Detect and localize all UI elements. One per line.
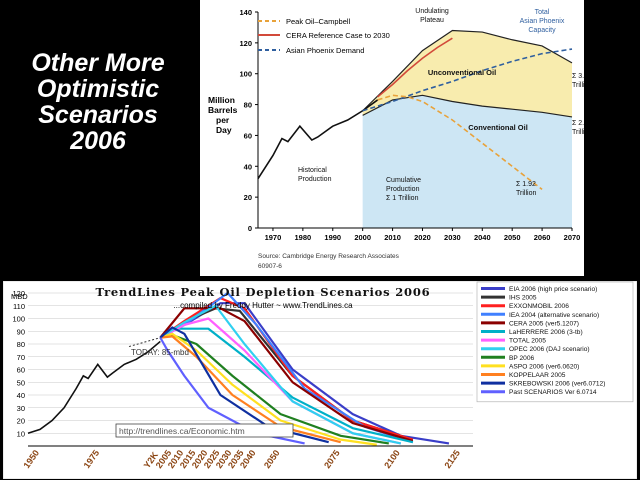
series-opec-2006-daj-scenario	[159, 304, 402, 445]
legend-item-bp-2006: BP 2006	[509, 355, 535, 362]
y-tick-label: 100	[239, 70, 252, 79]
anno-historical: Historical Production	[298, 167, 332, 183]
y-tick-label: 100	[12, 315, 25, 324]
y-tick-label: 20	[244, 193, 252, 202]
x-tick-label: 2060	[534, 233, 551, 242]
y-tick-label: 60	[244, 131, 252, 140]
y-tick-label: 50	[17, 378, 25, 387]
slide-title-line: Optimistic	[36, 75, 160, 103]
slide-title-line: Scenarios	[38, 101, 158, 129]
y-tick-label: 80	[17, 340, 25, 349]
legend-item-past-scenarios-ver-6-0714: Past SCENARIOS Ver 6.0714	[509, 389, 597, 396]
legend-item-total-2005: TOTAL 2005	[509, 338, 546, 345]
x-tick-label: 2040	[474, 233, 491, 242]
anno-capacity: Total Asian Phoenix Capacity	[520, 9, 565, 34]
x-tick-label: 2050	[504, 233, 521, 242]
legend-item-aspo-2006-ver6-0620: ASPO 2006 (ver6.0620)	[509, 363, 579, 370]
y-tick-label: 120	[12, 289, 25, 298]
series-peak-oil-campbell	[377, 94, 543, 191]
legend-asian: Asian Phoenix Demand	[286, 46, 364, 55]
anno-cumulative: Cumulative Production Σ 1 Trillion	[386, 177, 421, 202]
anno-total-192: Σ 1.92 Trillion	[516, 181, 536, 197]
y-tick-label: 70	[17, 353, 25, 362]
legend-item-ihs-2005: IHS 2005	[509, 295, 537, 302]
x-tick-label: 2020	[414, 233, 431, 242]
legend-item-iea-2004-alternative-scenario: IEA 2004 (alternative scenario)	[509, 312, 599, 319]
series-historical	[27, 340, 161, 435]
x-tick-label: 2030	[444, 233, 461, 242]
x-tick-label: 2010	[384, 233, 401, 242]
series-asian-phoenix-demand	[362, 48, 573, 112]
cera-y-label: Million Barrels per Day	[208, 95, 238, 135]
y-tick-label: 40	[244, 162, 252, 171]
y-tick-label: 20	[17, 417, 25, 426]
slide-title: Other More Optimistic Scenarios 2006	[8, 50, 188, 154]
y-tick-label: 40	[17, 391, 25, 400]
y-tick-label: 80	[244, 101, 252, 110]
legend-item-cera-2005-ver5-1207: CERA 2005 (ver5.1207)	[509, 320, 579, 327]
slide-title-line: Other More	[31, 49, 165, 77]
y-tick-label: 0	[248, 224, 252, 233]
legend-item-laherrere-2006-3-tb: LaHERRERE 2006 (3-tb)	[509, 329, 583, 336]
legend-cera: CERA Reference Case to 2030	[286, 31, 390, 40]
legend-peak-campbell: Peak Oil–Campbell	[286, 17, 351, 26]
x-tick-label: 1990	[324, 233, 341, 242]
series-cera-reference-case-to-2030	[377, 37, 453, 98]
series-aspo-2006-ver6-0620	[159, 332, 377, 446]
legend-item-opec-2006-daj-scenario: OPEC 2006 (DAJ scenario)	[509, 346, 590, 353]
legend-item-exxonmobil-2006: EXXONMOBIL 2006	[509, 303, 569, 310]
y-tick-label: 60	[17, 366, 25, 375]
today-label: TODAY: 85-mbd	[131, 348, 189, 357]
today-marker	[128, 337, 161, 348]
x-tick-label: 2000	[354, 233, 371, 242]
x-tick-label: 1970	[265, 233, 282, 242]
anno-total-293: Σ 2.93Trillion	[572, 120, 584, 136]
series-historical-production	[257, 99, 379, 180]
slide-title-line: 2006	[70, 127, 126, 155]
x-tick-label: 1980	[295, 233, 312, 242]
anno-total-361: Σ 3.61Trillion	[572, 73, 584, 89]
cera-source-id: 60907-6	[258, 263, 282, 270]
trendlines-title: TrendLines Peak Oil Depletion Scenarios …	[96, 285, 431, 299]
conventional-area	[362, 95, 572, 228]
legend-item-skrebowski-2006-ver6-0712: SKREBOWSKI 2006 (ver6.0712)	[509, 381, 605, 388]
anno-plateau: Undulating Plateau	[415, 8, 449, 24]
anno-conventional: Conventional Oil	[468, 123, 528, 132]
trendlines-legend: EIA 2006 (high price scenario) IHS 2005EX…	[476, 281, 634, 403]
trendlines-y-label: MBD	[11, 292, 28, 301]
anno-unconventional: Unconventional Oil	[428, 68, 496, 77]
cera-source: Source: Cambridge Energy Research Associ…	[258, 253, 400, 260]
series-total-asian-phoenix-capacity	[362, 29, 573, 112]
y-tick-label: 140	[239, 8, 252, 17]
trendlines-subtitle: ...compiled by Freddy Hutter ~ www.Trend…	[173, 301, 353, 310]
legend-item-koppelaar-2005: KOPPELAAR 2005	[509, 372, 566, 379]
unconventional-area	[362, 30, 572, 117]
series-cera-2005-ver5-1207	[159, 307, 414, 442]
y-tick-label: 30	[17, 404, 25, 413]
y-tick-label: 110	[13, 302, 25, 311]
legend-item-eia-2006-high-price-scenario: EIA 2006 (high price scenario)	[509, 286, 597, 293]
y-tick-label: 90	[17, 327, 25, 336]
url-label: http://trendlines.ca/Economic.htm	[119, 426, 245, 436]
url-box	[115, 423, 294, 438]
y-tick-label: 10	[17, 429, 25, 438]
x-tick-label: 2070	[564, 233, 581, 242]
y-tick-label: 120	[239, 39, 252, 48]
